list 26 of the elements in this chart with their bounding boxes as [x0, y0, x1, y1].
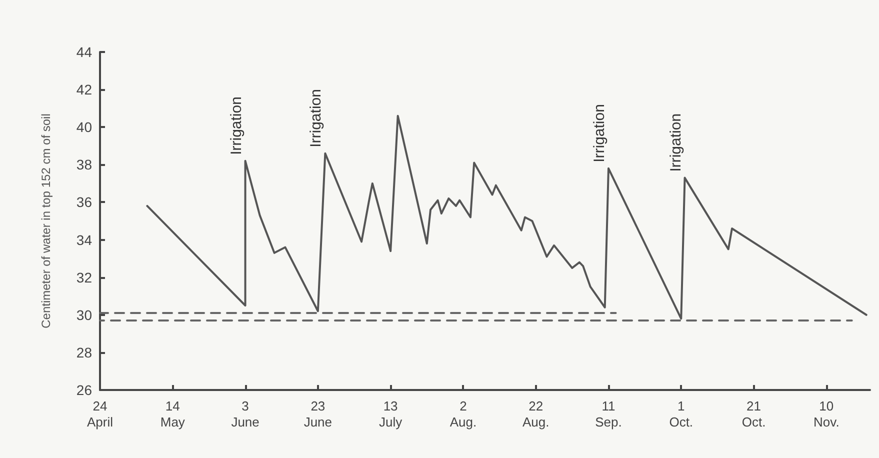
x-tick-label: 3 June — [231, 398, 260, 430]
y-tick-label: 38 — [76, 156, 92, 173]
x-tick-label: 13 July — [379, 398, 403, 430]
x-tick-label: 11 Sep. — [595, 398, 622, 430]
y-tick-label: 30 — [76, 306, 92, 323]
y-tick-label: 34 — [76, 232, 92, 248]
x-tick-label: 14 May — [160, 398, 186, 430]
y-tick-label: 32 — [76, 269, 92, 286]
x-tick-label: 24 April — [86, 398, 114, 430]
y-tick-label: 28 — [76, 344, 92, 360]
annotation: Irrigation — [228, 96, 245, 155]
x-tick-label: 2 Aug. — [450, 398, 477, 430]
y-tick-label: 44 — [76, 44, 92, 60]
y-tick-label: 36 — [76, 194, 92, 210]
x-tick-label: 10 Nov. — [814, 398, 840, 430]
y-axis-title: Centimeter of water in top 152 cm of soil — [39, 114, 53, 328]
x-tick-label: 1 Oct. — [669, 398, 694, 430]
x-tick-label: 22 Aug. — [522, 398, 550, 430]
annotation: Irrigation — [667, 113, 684, 172]
y-tick-label: 42 — [76, 82, 92, 98]
annotation: Irrigation — [590, 104, 608, 162]
y-tick-label: 40 — [76, 119, 92, 136]
x-tick-label: 21 Oct. — [742, 398, 766, 430]
x-tick-label: 23 June — [304, 398, 332, 430]
y-tick-label: 26 — [76, 382, 92, 398]
annotation: Irrigation — [308, 89, 325, 148]
